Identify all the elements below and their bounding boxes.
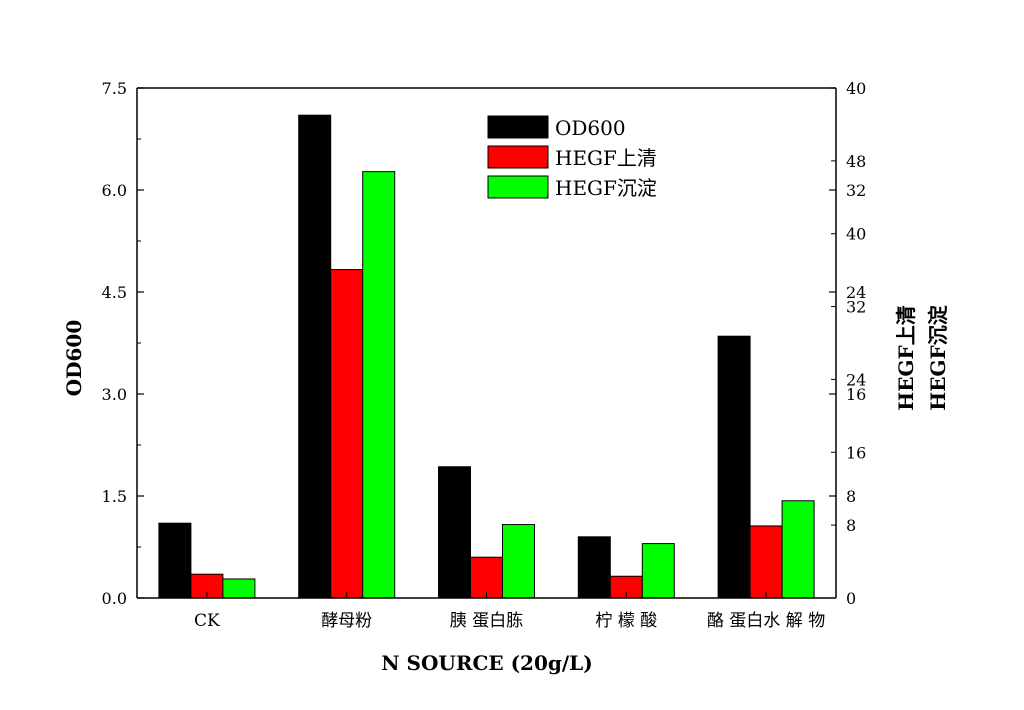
y-tick-label-1: 1.5 (102, 487, 127, 506)
x-axis-title: N SOURCE (20g/L) (381, 651, 592, 675)
right-axis-2-title: HEGF沉淀 (926, 304, 950, 410)
legend-swatch-1 (487, 145, 549, 169)
y-tick-label-3: 4.5 (102, 283, 127, 302)
right1-tick-label-1: 16 (846, 385, 866, 404)
legend-swatch-0 (487, 115, 549, 139)
y-tick-label-5: 7.5 (102, 79, 127, 98)
right1-tick-label-4: 40 (846, 79, 866, 98)
bars-group (158, 114, 815, 599)
bar-1-2 (362, 171, 396, 599)
right2-tick-label-3: 24 (846, 370, 866, 389)
bar-2-2 (502, 524, 535, 599)
right2-tick-label-4: 32 (846, 298, 866, 317)
x-tick-label-1: 酵母粉 (321, 611, 372, 631)
bar-0-0 (158, 522, 192, 599)
bar-4-0 (717, 335, 751, 599)
right1-tick-label-0: 8 (846, 487, 856, 506)
x-tick-label-2: 胰 蛋白胨 (450, 611, 523, 631)
bar-1-1 (330, 269, 364, 599)
bar-3-0 (577, 536, 611, 599)
x-tick-label-0: CK (194, 611, 220, 631)
right2-tick-label-0: 0 (846, 589, 856, 608)
labels-group: 0.01.53.04.56.07.5816243240081624324048C… (62, 79, 950, 675)
axes-group (136, 87, 837, 599)
right1-tick-label-3: 32 (846, 181, 866, 200)
bar-1-0 (298, 114, 332, 599)
right2-tick-label-1: 8 (846, 516, 856, 535)
legend-label-0: OD600 (555, 116, 626, 140)
right2-tick-label-5: 40 (846, 225, 866, 244)
bar-3-2 (641, 543, 675, 599)
legend-label-2: HEGF沉淀 (555, 176, 657, 200)
right2-tick-label-6: 48 (846, 152, 866, 171)
right-axis-1-title: HEGF上清 (894, 305, 918, 410)
legend-label-1: HEGF上清 (555, 146, 657, 170)
bar-4-1 (749, 525, 783, 599)
x-tick-label-3: 柠 檬 酸 (595, 611, 657, 631)
y-axis-title: OD600 (62, 320, 86, 397)
legend-swatch-2 (487, 175, 549, 199)
y-tick-label-4: 6.0 (102, 181, 127, 200)
right1-tick-label-2: 24 (846, 283, 866, 302)
legend: OD600 HEGF上清 HEGF沉淀 (487, 115, 657, 200)
bar-2-0 (438, 466, 471, 599)
bar-0-2 (222, 578, 256, 599)
x-tick-label-4: 酪 蛋白水 解 物 (707, 611, 825, 631)
bar-2-1 (470, 556, 503, 599)
y-tick-label-0: 0.0 (102, 589, 127, 608)
y-tick-label-2: 3.0 (102, 385, 127, 404)
bar-4-2 (781, 500, 815, 599)
right2-tick-label-2: 16 (846, 443, 866, 462)
